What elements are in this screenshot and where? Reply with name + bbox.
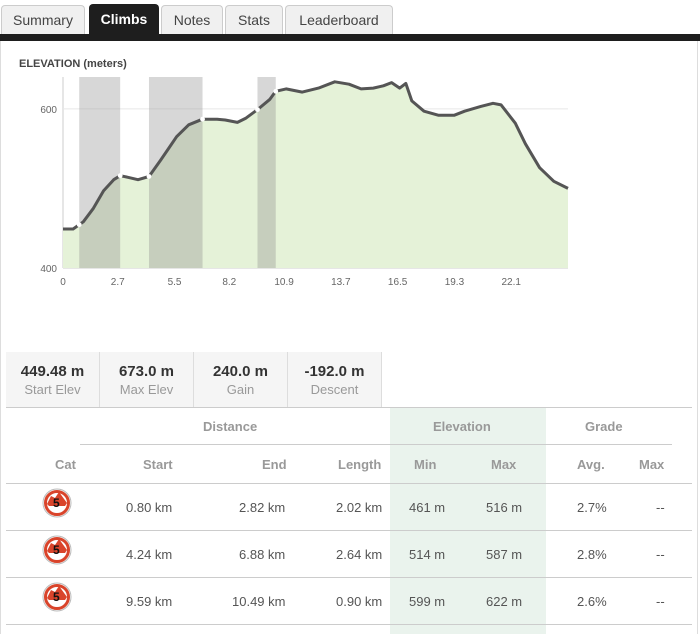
stat-label: Max Elev bbox=[119, 382, 174, 397]
stat-value: 449.48 m bbox=[20, 363, 85, 380]
column-header-max: Max bbox=[491, 457, 517, 472]
climb-category-icon bbox=[42, 582, 72, 612]
x-tick-label: 5.5 bbox=[168, 277, 182, 288]
stat-gain: 240.0 m Gain bbox=[194, 352, 288, 407]
x-tick-label: 0 bbox=[60, 277, 66, 288]
group-header-elevation: Elevation bbox=[433, 419, 491, 434]
column-header-avg: Avg. bbox=[577, 457, 605, 472]
climb-category-icon bbox=[42, 488, 72, 518]
divider bbox=[6, 407, 692, 408]
tab-leaderboard[interactable]: Leaderboard bbox=[285, 5, 393, 34]
climb-length: 2.02 km bbox=[336, 500, 383, 515]
y-tick-label: 400 bbox=[40, 264, 57, 275]
stat-label: Gain bbox=[226, 382, 255, 397]
stat-label: Start Elev bbox=[24, 382, 81, 397]
climb-boundary-marker bbox=[200, 116, 205, 122]
tab-climbs[interactable]: Climbs bbox=[89, 4, 159, 35]
y-tick-label: 600 bbox=[40, 105, 57, 116]
divider bbox=[6, 483, 692, 484]
climb-category: 5 bbox=[53, 590, 60, 604]
climb-avg-grade: 2.8% bbox=[577, 547, 607, 562]
climb-range-2 bbox=[148, 77, 203, 268]
climb-length: 0.90 km bbox=[336, 594, 383, 609]
elevation-area bbox=[63, 81, 568, 268]
stat-value: 240.0 m bbox=[212, 363, 269, 380]
tab-stats[interactable]: Stats bbox=[225, 5, 283, 34]
climb-end: 10.49 km bbox=[232, 594, 286, 609]
tab-notes[interactable]: Notes bbox=[161, 5, 223, 34]
x-tick-label: 13.7 bbox=[331, 277, 351, 288]
divider bbox=[6, 624, 692, 625]
climb-category: 5 bbox=[53, 543, 60, 557]
climb-start: 9.59 km bbox=[126, 594, 173, 609]
climb-range-1 bbox=[79, 77, 121, 268]
divider bbox=[80, 444, 672, 445]
x-tick-label: 8.2 bbox=[222, 277, 236, 288]
climb-max-elev: 622 m bbox=[486, 594, 523, 609]
climb-category: 5 bbox=[53, 496, 60, 510]
x-tick-label: 22.1 bbox=[501, 277, 521, 288]
column-header-length: Length bbox=[338, 457, 382, 472]
climb-range-3 bbox=[257, 77, 276, 268]
climb-min-elev: 461 m bbox=[409, 500, 446, 515]
climb-avg-grade: 2.7% bbox=[577, 500, 607, 515]
climb-min-elev: 514 m bbox=[409, 547, 446, 562]
climb-min-elev: 599 m bbox=[409, 594, 446, 609]
climb-start: 4.24 km bbox=[126, 547, 173, 562]
elevation-column-highlight bbox=[390, 408, 546, 634]
climb-end: 6.88 km bbox=[239, 547, 286, 562]
climb-start: 0.80 km bbox=[126, 500, 173, 515]
column-header-grade-max: Max bbox=[639, 457, 665, 472]
climb-max-elev: 516 m bbox=[486, 500, 523, 515]
stat-value: -192.0 m bbox=[304, 363, 365, 380]
climb-max-elev: 587 m bbox=[486, 547, 523, 562]
group-header-grade: Grade bbox=[585, 419, 623, 434]
climb-max-grade: -- bbox=[656, 547, 665, 562]
stat-start-elev: 449.48 m Start Elev bbox=[6, 352, 100, 407]
chart-title: ELEVATION (meters) bbox=[19, 58, 127, 70]
stat-label: Descent bbox=[310, 382, 359, 397]
tab-bar: Summary Climbs Notes Stats Leaderboard bbox=[0, 0, 700, 36]
climb-max-grade: -- bbox=[656, 500, 665, 515]
stat-max-elev: 673.0 m Max Elev bbox=[100, 352, 194, 407]
x-tick-label: 10.9 bbox=[274, 277, 294, 288]
column-header-end: End bbox=[262, 457, 287, 472]
tab-underline bbox=[0, 34, 700, 41]
climb-boundary-marker bbox=[273, 88, 279, 94]
x-tick-label: 19.3 bbox=[445, 277, 465, 288]
column-header-min: Min bbox=[414, 457, 437, 472]
divider bbox=[6, 577, 692, 578]
stat-value: 673.0 m bbox=[118, 363, 175, 380]
climb-avg-grade: 2.6% bbox=[577, 594, 607, 609]
divider bbox=[6, 530, 692, 531]
elevation-line bbox=[63, 80, 569, 231]
climb-boundary-marker bbox=[146, 174, 152, 179]
climb-max-grade: -- bbox=[656, 594, 665, 609]
elevation-stats: 449.48 m Start Elev 673.0 m Max Elev 240… bbox=[6, 352, 382, 407]
tab-summary[interactable]: Summary bbox=[1, 5, 85, 34]
x-tick-label: 16.5 bbox=[388, 277, 408, 288]
climb-boundary-marker bbox=[76, 222, 82, 228]
stat-descent: -192.0 m Descent bbox=[288, 352, 382, 407]
climb-boundary-marker bbox=[117, 173, 123, 179]
climb-boundary-marker bbox=[255, 107, 260, 113]
column-header-cat: Cat bbox=[55, 457, 76, 472]
panel bbox=[0, 41, 698, 634]
group-header-distance: Distance bbox=[203, 419, 258, 434]
column-header-start: Start bbox=[143, 457, 173, 472]
climb-length: 2.64 km bbox=[336, 547, 383, 562]
x-tick-label: 2.7 bbox=[111, 277, 125, 288]
climb-end: 2.82 km bbox=[239, 500, 286, 515]
climb-category-icon bbox=[42, 535, 72, 565]
